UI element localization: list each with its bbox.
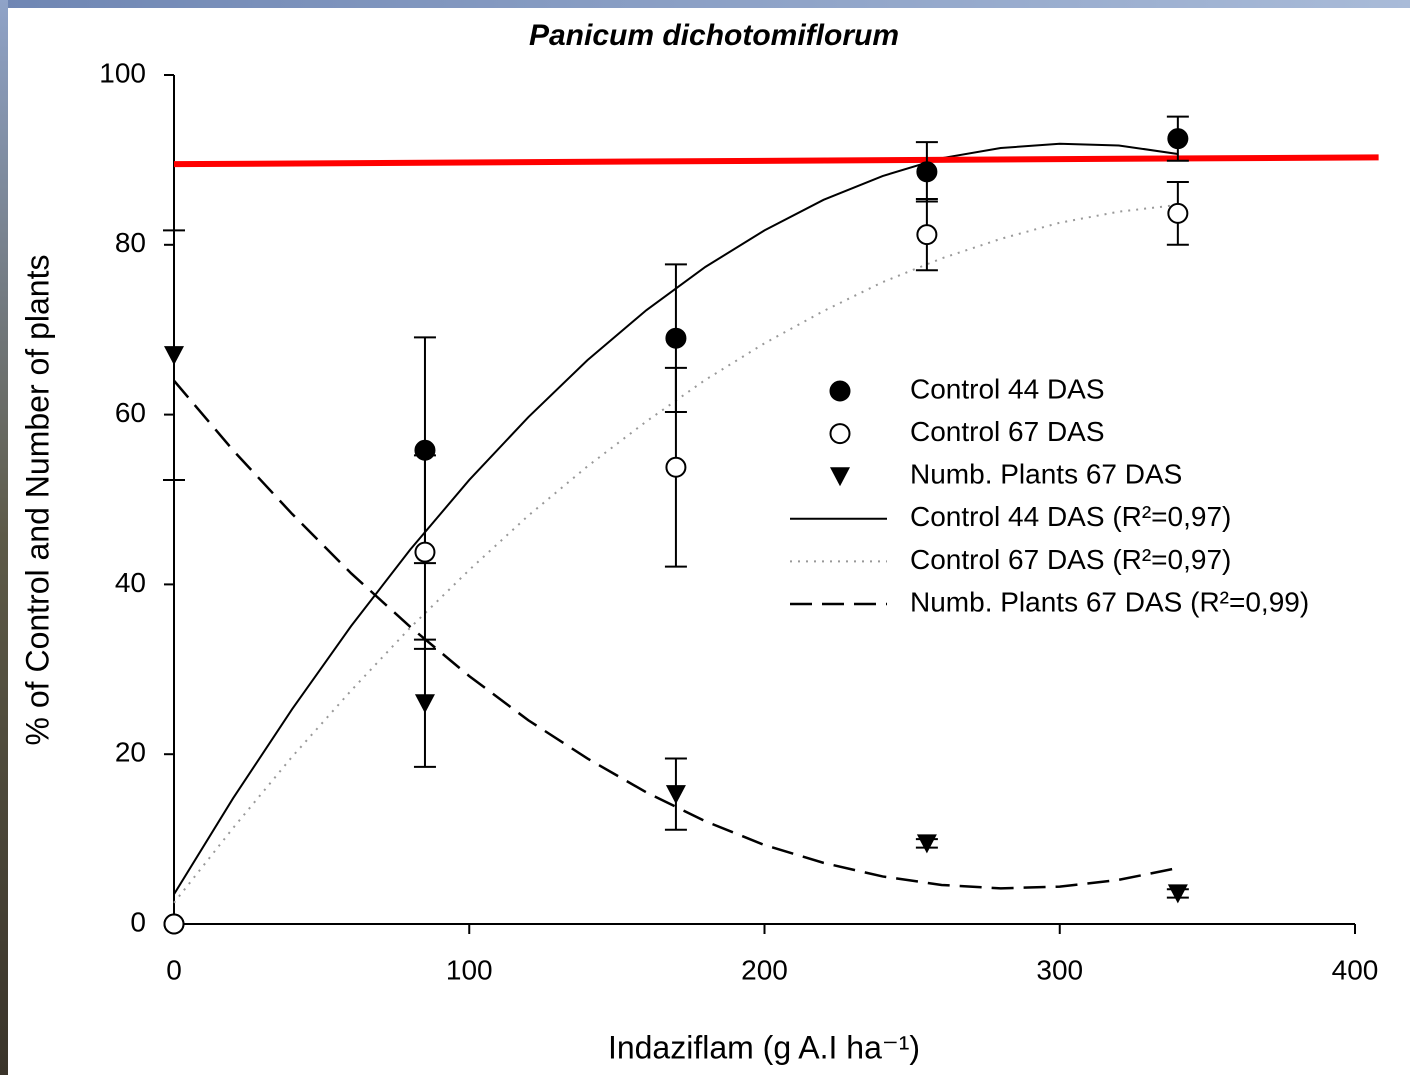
marker xyxy=(1167,884,1188,904)
y-tick-label: 100 xyxy=(99,57,146,88)
x-tick-label: 0 xyxy=(166,954,182,985)
marker xyxy=(665,785,686,805)
marker xyxy=(1167,202,1189,224)
marker xyxy=(665,456,687,478)
x-tick-label: 300 xyxy=(1036,954,1083,985)
y-axis-label: % of Control and Number of plants xyxy=(19,255,55,746)
y-tick-label: 60 xyxy=(115,397,146,428)
y-tick-label: 80 xyxy=(115,227,146,258)
legend-label: Control 67 DAS xyxy=(910,416,1105,447)
marker xyxy=(916,161,938,183)
marker xyxy=(414,694,435,714)
x-tick-label: 100 xyxy=(446,954,493,985)
background-strip xyxy=(0,0,8,1075)
background-strip xyxy=(0,0,1410,8)
chart-title: Panicum dichotomiflorum xyxy=(529,19,899,52)
x-tick-label: 400 xyxy=(1332,954,1379,985)
marker xyxy=(163,913,185,935)
fit-line xyxy=(173,379,1179,890)
marker xyxy=(1167,128,1189,150)
fit-line xyxy=(173,154,1379,168)
marker xyxy=(414,541,436,563)
legend-marker xyxy=(829,423,851,445)
legend-label: Control 44 DAS (R²=0,97) xyxy=(910,501,1231,532)
legend-label: Numb. Plants 67 DAS xyxy=(910,459,1182,490)
marker xyxy=(164,346,184,366)
marker xyxy=(414,439,436,461)
marker xyxy=(665,327,687,349)
y-tick-label: 20 xyxy=(115,737,146,768)
legend-label: Numb. Plants 67 DAS (R²=0,99) xyxy=(910,586,1309,617)
marker xyxy=(916,224,938,246)
y-tick-label: 0 xyxy=(130,906,146,937)
legend-label: Control 44 DAS xyxy=(910,373,1105,404)
legend-marker xyxy=(830,467,850,487)
legend-marker xyxy=(829,380,851,402)
marker xyxy=(916,834,937,854)
x-tick-label: 200 xyxy=(741,954,788,985)
y-tick-label: 40 xyxy=(115,567,146,598)
x-axis-label: Indaziflam (g A.I ha⁻¹) xyxy=(608,1029,920,1065)
legend-label: Control 67 DAS (R²=0,97) xyxy=(910,544,1231,575)
